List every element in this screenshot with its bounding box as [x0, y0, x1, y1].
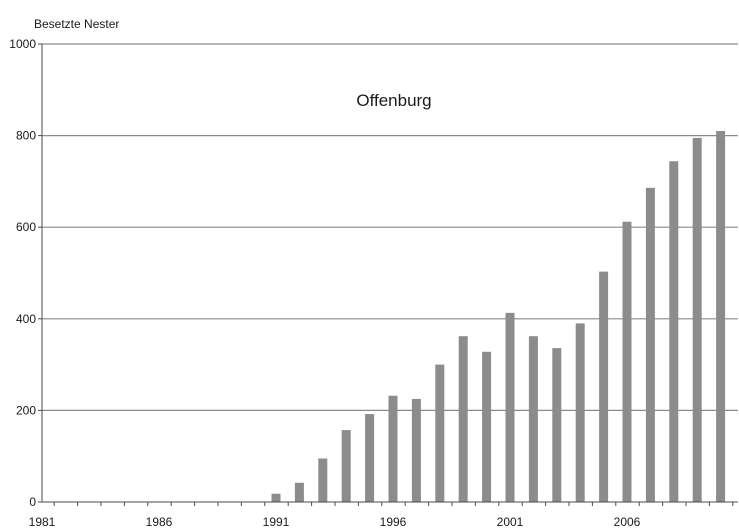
x-tick-labels: 1981 1986 1991 1996 2001 2006: [29, 515, 641, 529]
y-tick-label-1000: 1000: [9, 37, 36, 51]
x-tick-label-1991: 1991: [263, 515, 290, 529]
bar-2008: [669, 161, 679, 503]
bar-2001: [505, 312, 515, 502]
chart-title: Offenburg: [356, 91, 431, 110]
bar-1997: [411, 398, 421, 502]
y-tick-label-400: 400: [16, 312, 36, 326]
y-axis-title: Besetzte Nester: [34, 17, 119, 31]
y-tick-label-800: 800: [16, 129, 36, 143]
y-tick-label-600: 600: [16, 220, 36, 234]
bar-2007: [645, 187, 655, 502]
bar-1995: [365, 414, 375, 502]
bar-2002: [528, 336, 538, 502]
bar-2003: [552, 348, 562, 502]
x-tick-label-1996: 1996: [380, 515, 407, 529]
gridlines: [42, 43, 738, 411]
x-tick-label-1986: 1986: [146, 515, 173, 529]
x-tick-label-2001: 2001: [497, 515, 524, 529]
y-tick-label-0: 0: [29, 495, 36, 509]
bar-1991: [271, 493, 281, 502]
bar-1993: [318, 458, 328, 502]
bar-1999: [458, 336, 468, 502]
bar-1996: [388, 395, 398, 502]
bar-2006: [622, 221, 632, 503]
bar-1992: [294, 482, 304, 502]
y-tick-label-200: 200: [16, 403, 36, 417]
bar-2004: [575, 323, 585, 502]
bar-1994: [341, 430, 351, 502]
axes: [38, 43, 738, 506]
x-tick-label-1981: 1981: [29, 515, 56, 529]
x-tick-label-2006: 2006: [614, 515, 641, 529]
y-tick-labels: 0 200 400 600 800 1000: [9, 37, 36, 509]
bar-2010: [716, 131, 726, 502]
bar-2009: [692, 137, 702, 502]
bar-2000: [482, 351, 492, 502]
bar-1998: [435, 364, 445, 502]
bars: [271, 131, 726, 503]
bar-2005: [599, 271, 609, 502]
